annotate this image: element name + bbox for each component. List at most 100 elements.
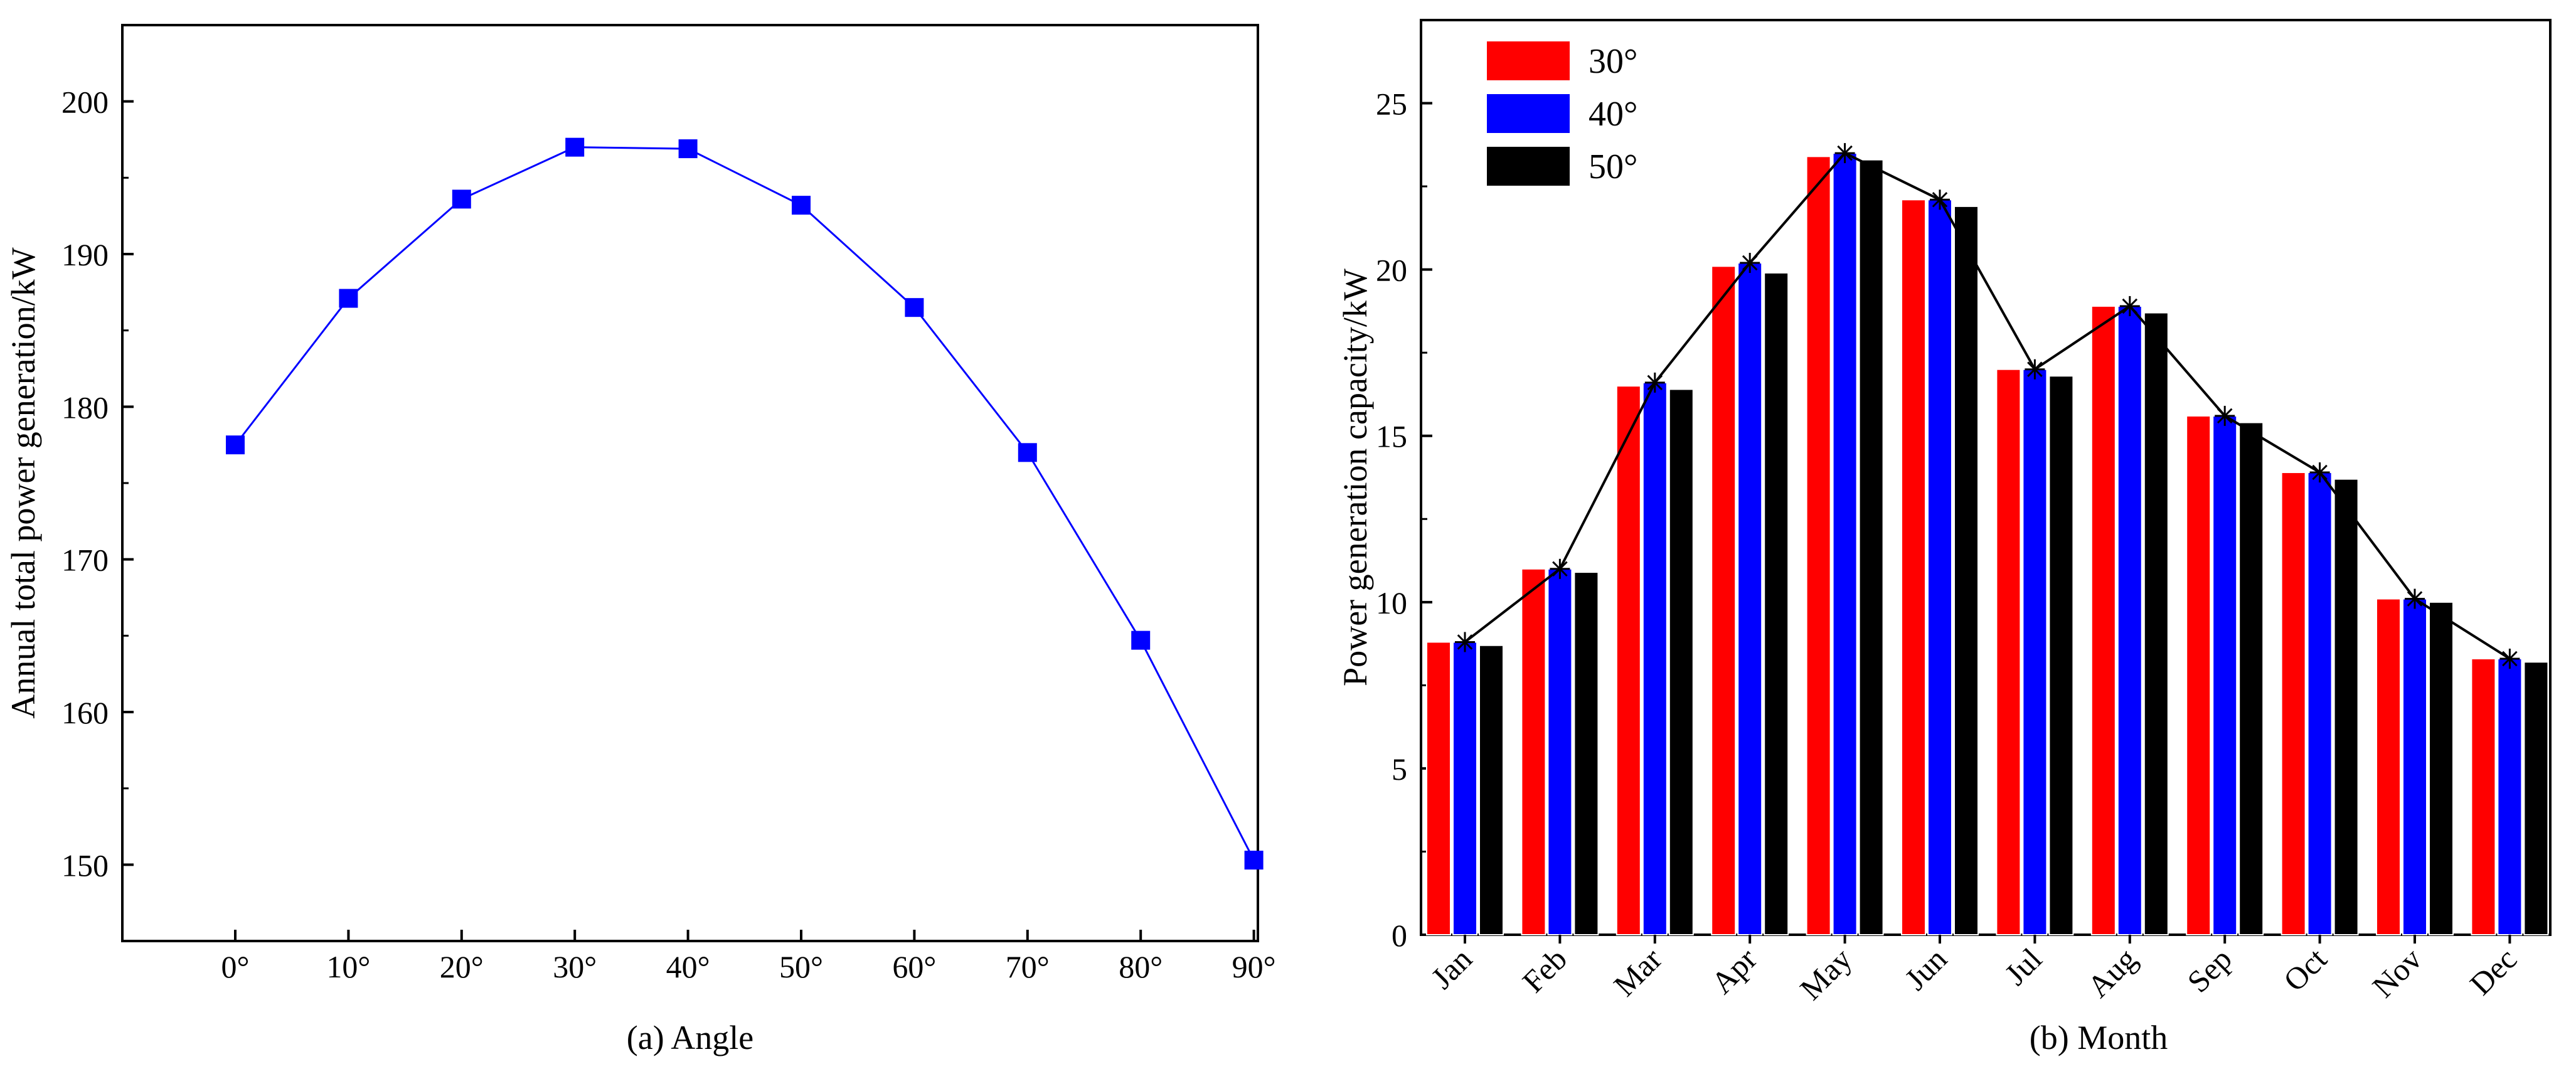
panel-a-data-point [1018,443,1037,462]
panel-a-markers [226,137,1264,870]
legend-label: 40° [1589,95,1637,134]
panel-b-x-tick-label: Jan [1424,941,1479,996]
panel-b-trend-point [2309,462,2330,483]
panel-b-bar-40deg [2497,657,2523,935]
panel-b-x-tick-label: Mar [1607,941,1669,1003]
panel-b-x-axis-label: (b) Month [2030,1019,2168,1056]
panel-b-trend-point [2119,295,2140,316]
panel-b-bar-50deg [2333,478,2359,935]
panel-b-x-tick-label: Apr [1704,941,1764,1001]
panel-b-x-tick-label: May [1793,941,1858,1006]
panel-b-bar-50deg [1479,644,1504,935]
panel-b-x-tick-label: Dec [2463,941,2524,1002]
panel-b-trend-markers [1455,143,2520,669]
panel-b-bar-30deg [1806,156,1831,936]
panel-b-trend-point [1550,558,1570,579]
panel-a-data-point [226,435,245,455]
panel-b-trend-point [1740,253,1760,274]
panel-b-x-tick-label: Nov [2365,941,2428,1004]
panel-b-bar-40deg [1927,199,1952,935]
panel-a-data-point [792,196,811,215]
legend-swatch-30deg [1487,41,1570,80]
legend-swatch-40deg [1487,94,1570,133]
panel-b-x-tick-label: Aug [2080,941,2143,1004]
panel-b-bar-30deg [2376,598,2401,935]
panel-a-y-tick-label: 170 [61,543,109,578]
panel-b-bar-30deg [2186,415,2211,935]
panel-b-bar-50deg [1668,388,1694,935]
panel-b-y-tick-label: 0 [1392,918,1407,953]
panel-a-x-tick-label: 90° [1232,949,1276,984]
legend-swatch-50deg [1487,147,1570,186]
panel-b-x-tick-label: Sep [2180,941,2238,999]
panel-b-bar-50deg [1764,272,1789,935]
panel-a-data-point [1244,851,1264,870]
panel-b-x-tick-label: Jul [1998,941,2048,992]
panel-b-bar-50deg [2429,601,2454,935]
panel-b-bar-40deg [1737,262,1763,935]
panel-a-y-axis-label: Annual total power generation/kW [4,247,42,718]
panel-b-y-tick-label: 10 [1376,585,1407,620]
panel-b-bar-50deg [2143,312,2169,935]
panel-a-x-tick-label: 10° [326,949,370,984]
panel-a-x-tick-label: 60° [892,949,936,984]
panel-b-legend: 30° 40° 50° [1487,41,1637,186]
panel-b-bar-30deg [2281,472,2306,935]
panel-b-plot-frame [1420,19,2552,936]
panel-b-bar-30deg [1521,568,1546,935]
panel-b-x-axis: Jan Feb Mar Apr May Jun Jul Aug Sep Oct Nov Dec [1424,935,2523,1007]
panel-a-y-tick-label: 150 [61,848,109,883]
panel-b-y-tick-label: 20 [1376,253,1407,288]
panel-b-trend-point [1455,632,1475,652]
panel-b-x-tick-label: Jun [1898,941,1954,997]
panel-b-x-tick-label: Feb [1516,941,1574,999]
panel-a-series-line [234,146,1255,861]
panel-b-y-axis-label: Power generation capacity/kW [1336,269,1374,686]
panel-a-x-tick-label: 20° [440,949,484,984]
panel-a-angle-chart: 150 160 170 180 190 200 0° 10° 20° 30° 40° 50° 60° 7… [4,24,1276,1056]
panel-a-x-tick-label: 40° [666,949,710,984]
panel-b-trend-point [1644,372,1665,393]
panel-b-bar-40deg [1642,381,1668,935]
panel-a-data-point [678,139,698,159]
panel-a-y-tick-label: 190 [61,237,109,272]
panel-b-bar-30deg [1615,385,1641,935]
panel-b-bar-50deg [2238,422,2264,935]
panel-b-trend-point [1834,143,1855,164]
panel-a-data-point [452,189,471,209]
legend-label: 30° [1589,42,1637,81]
panel-a-plot-frame [121,24,1259,942]
panel-b-bar-50deg [1573,572,1599,935]
panel-b-bar-40deg [2212,415,2238,935]
panel-b-x-tick-label: Oct [2277,941,2334,998]
panel-a-x-axis-label: (a) Angle [627,1019,753,1056]
panel-b-bar-30deg [1901,199,1926,935]
panel-b-bar-40deg [2307,472,2333,935]
panel-b-bar-30deg [2090,305,2116,935]
panel-b-bar-30deg [1711,265,1737,935]
panel-b-y-axis: 0 5 10 15 20 25 [1376,87,1432,953]
panel-a-x-tick-label: 0° [221,949,250,984]
panel-a-x-tick-label: 30° [553,949,597,984]
panel-b-bar-40deg [1547,568,1573,935]
panel-b-bar-40deg [2402,598,2427,935]
panel-b-bar-40deg [2022,368,2048,935]
panel-b-bar-30deg [2471,657,2496,935]
panel-b-bars [1426,152,2549,936]
legend-label: 50° [1589,147,1637,186]
panel-a-data-point [1131,630,1151,650]
panel-a-data-point [905,298,924,317]
panel-a-y-tick-label: 160 [61,695,109,730]
panel-b-bar-50deg [2048,375,2074,935]
panel-b-bar-50deg [2523,661,2549,935]
panel-b-bar-50deg [1954,205,1979,935]
panel-b-bar-40deg [1832,152,1858,935]
panel-b-trend-point [2215,405,2235,426]
panel-b-trend-point [2025,359,2045,380]
panel-b-y-tick-label: 25 [1376,87,1407,122]
panel-b-bar-40deg [2117,305,2142,935]
panel-b-trend-point [2405,588,2425,609]
panel-a-y-axis: 150 160 170 180 190 200 [61,85,134,883]
panel-b-y-tick-label: 15 [1376,419,1407,454]
